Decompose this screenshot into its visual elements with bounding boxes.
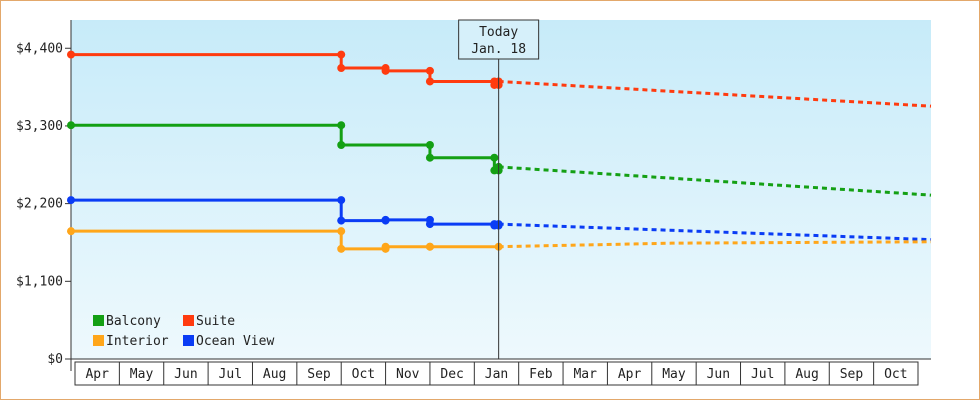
legend-label: Interior — [106, 334, 169, 349]
legend-item: Interior — [93, 334, 169, 349]
x-tick-label: Jan — [485, 367, 508, 382]
x-tick-label: Jul — [219, 367, 242, 382]
x-tick-label: Jun — [174, 367, 197, 382]
data-point — [381, 242, 390, 251]
x-tick-label: May — [662, 367, 686, 382]
x-tick-label: Dec — [440, 367, 463, 382]
data-point — [337, 50, 346, 59]
today-label-box — [458, 19, 540, 60]
series-balcony — [67, 121, 932, 197]
data-point — [425, 242, 434, 251]
y-axis: $0 $1,100 $2,200 $3,300 $4,400 — [16, 20, 72, 371]
today-marker: Today Jan. 18 — [458, 19, 540, 359]
legend-swatch — [183, 315, 194, 326]
x-tick-label: Apr — [618, 367, 642, 382]
data-point — [67, 121, 75, 130]
forecast-line — [498, 222, 932, 242]
y-tick-label: $1,100 — [16, 274, 63, 289]
legend-item: Ocean View — [183, 334, 274, 349]
data-point — [337, 227, 346, 236]
x-tick-label: Jul — [751, 367, 774, 382]
data-point — [425, 66, 434, 75]
x-axis: Apr May Jun Jul Aug Sep Oct Nov Dec Jan Feb Mar Apr M… — [71, 358, 931, 386]
legend-swatch — [93, 335, 104, 346]
data-point — [337, 244, 346, 253]
series-layer — [67, 50, 932, 253]
x-tick-label: Aug — [795, 367, 818, 382]
legend-label: Ocean View — [196, 334, 274, 349]
legend-swatch — [93, 315, 104, 326]
series-interior — [67, 227, 932, 253]
x-tick-label: Oct — [352, 367, 375, 382]
y-tick-label: $4,400 — [16, 41, 63, 56]
legend-item: Suite — [183, 314, 235, 329]
data-point — [67, 50, 75, 59]
data-point — [337, 141, 346, 150]
x-tick-label: Jun — [707, 367, 730, 382]
today-date: Jan. 18 — [471, 42, 526, 57]
data-point — [490, 153, 499, 162]
data-point — [381, 215, 390, 224]
data-point — [381, 66, 390, 75]
x-tick-label: Aug — [263, 367, 286, 382]
x-tick-label: Sep — [307, 367, 331, 382]
forecast-line — [498, 240, 932, 249]
y-tick-label: $0 — [47, 352, 63, 367]
y-tick-label: $2,200 — [16, 197, 63, 212]
legend-item: Balcony — [93, 314, 161, 329]
x-tick-label: Feb — [529, 367, 553, 382]
x-tick-label: Nov — [396, 367, 420, 382]
today-label: Today — [479, 25, 518, 40]
y-tick-label: $3,300 — [16, 119, 63, 134]
data-point — [425, 141, 434, 150]
data-point — [425, 77, 434, 86]
data-point — [337, 196, 346, 205]
legend-label: Balcony — [106, 314, 161, 329]
data-point — [425, 153, 434, 162]
data-point — [425, 220, 434, 229]
x-tick-label: Apr — [85, 367, 109, 382]
x-axis-cells — [74, 361, 919, 386]
data-point — [337, 121, 346, 130]
forecast-line — [498, 79, 932, 108]
legend-swatch — [183, 335, 194, 346]
x-tick-label: May — [130, 367, 154, 382]
legend-label: Suite — [196, 314, 235, 329]
data-point — [337, 216, 346, 225]
x-tick-label: Mar — [573, 367, 597, 382]
forecast-line — [498, 165, 932, 197]
data-point — [67, 196, 75, 205]
legend: Balcony Suite Interior Ocean View — [93, 314, 274, 349]
x-tick-label: Oct — [884, 367, 907, 382]
x-tick-label: Sep — [840, 367, 864, 382]
plot-area — [71, 20, 931, 359]
data-point — [67, 227, 75, 236]
data-point — [337, 64, 346, 73]
